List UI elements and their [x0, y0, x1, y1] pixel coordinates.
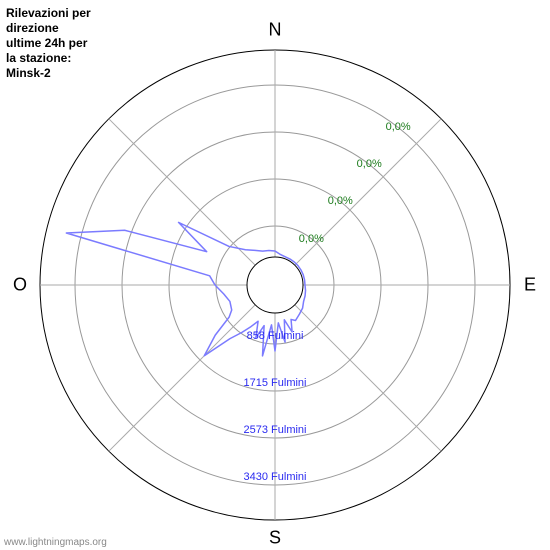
- ring-label: 0,0%: [357, 158, 382, 170]
- ring-label: 0,0%: [386, 121, 411, 133]
- cardinal-e: E: [524, 275, 536, 296]
- polar-chart-svg: [0, 0, 550, 550]
- ring-label: 0,0%: [299, 233, 324, 245]
- cardinal-s: S: [269, 528, 281, 549]
- ring-label: 2573 Fulmini: [244, 424, 307, 436]
- ring-label: 1715 Fulmini: [244, 377, 307, 389]
- ring-label: 0,0%: [328, 195, 353, 207]
- ring-label: 3430 Fulmini: [244, 471, 307, 483]
- chart-title: Rilevazioni per direzione ultime 24h per…: [6, 6, 91, 81]
- ring-label: 858 Fulmini: [247, 330, 304, 342]
- cardinal-o: O: [13, 275, 27, 296]
- footer-credit: www.lightningmaps.org: [4, 537, 107, 548]
- cardinal-n: N: [269, 20, 282, 41]
- polar-chart-container: Rilevazioni per direzione ultime 24h per…: [0, 0, 550, 550]
